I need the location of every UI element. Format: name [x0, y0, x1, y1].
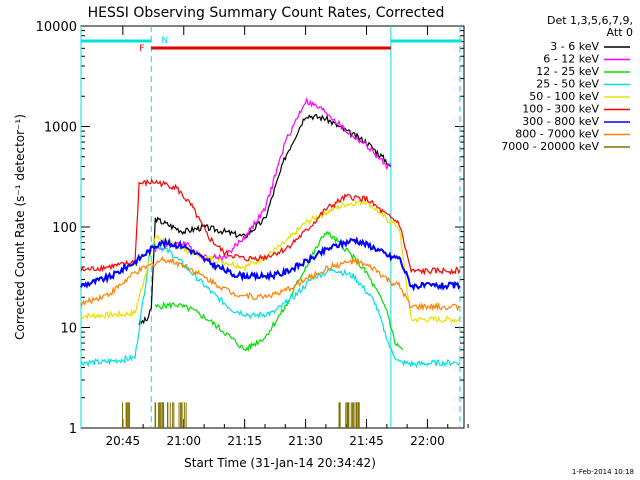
- series-line: [154, 230, 404, 352]
- flag-label: F: [139, 44, 144, 54]
- legend-label: 6 - 12 keV: [543, 53, 599, 66]
- legend-label: 800 - 7000 keV: [515, 128, 599, 141]
- legend-label: 100 - 300 keV: [522, 103, 599, 116]
- y-tick-label: 10: [60, 322, 77, 337]
- y-axis-label: Corrected Count Rate (s⁻¹ detector⁻¹): [13, 114, 27, 340]
- x-tick-label: 21:00: [166, 434, 201, 448]
- legend-label: 3 - 6 keV: [550, 40, 599, 53]
- axis-ticks: 20:45 21:00 21:15 21:30 21:45 22:00 1 10 100 1000…: [36, 20, 469, 448]
- x-axis-label: Start Time (31-Jan-14 20:34:42): [184, 456, 376, 470]
- x-tick-label: 21:30: [288, 434, 323, 448]
- legend-header-2: Att 0: [607, 26, 633, 39]
- y-tick-label: 1: [69, 422, 77, 437]
- flag-label: N: [161, 36, 168, 46]
- series-line: [80, 198, 460, 324]
- x-tick-label: 22:00: [410, 434, 445, 448]
- series-line: [154, 96, 392, 262]
- series-line: [138, 113, 392, 326]
- y-tick-label: 10000: [36, 20, 77, 35]
- series-line: [80, 255, 461, 312]
- footer-date: 1-Feb-2014 10:18: [572, 468, 634, 476]
- flag-bars: FN: [139, 36, 391, 54]
- legend-label: 7000 - 20000 keV: [501, 140, 599, 153]
- legend-header-1: Det 1,3,5,6,7,9,: [547, 14, 633, 27]
- series-lines: [80, 96, 461, 428]
- night-markers: [80, 26, 462, 428]
- legend-label: 12 - 25 keV: [536, 65, 599, 78]
- legend-label: 50 - 100 keV: [529, 90, 599, 103]
- series-line: [80, 178, 461, 276]
- series-line: [80, 236, 461, 292]
- x-tick-label: 20:45: [106, 434, 141, 448]
- y-tick-label: 1000: [44, 121, 77, 136]
- plot-frame: [80, 25, 465, 429]
- legend-label: 300 - 800 keV: [522, 115, 599, 128]
- legend-label: 25 - 50 keV: [536, 78, 599, 91]
- series-line: [80, 242, 461, 369]
- y-tick-label: 100: [52, 221, 77, 236]
- chart-title: HESSI Observing Summary Count Rates, Cor…: [88, 5, 445, 21]
- x-tick-label: 21:15: [227, 434, 262, 448]
- x-tick-label: 21:45: [349, 434, 384, 448]
